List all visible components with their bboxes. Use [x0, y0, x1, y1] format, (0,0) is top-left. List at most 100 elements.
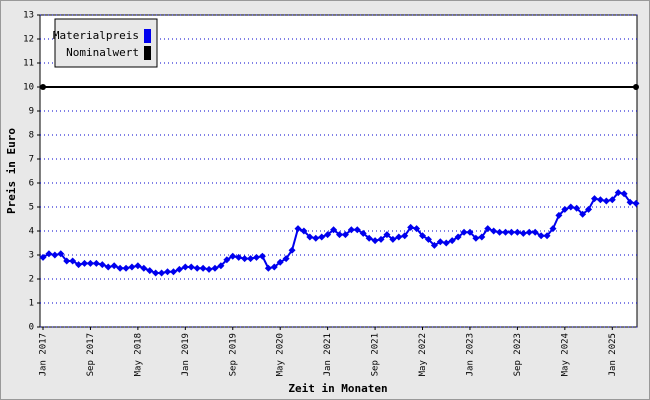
y-tick-label: 12 [23, 35, 34, 45]
point [507, 228, 515, 236]
y-tick-label: 6 [29, 179, 34, 189]
point [264, 264, 272, 272]
point [205, 265, 213, 273]
point [116, 264, 124, 272]
point [567, 203, 575, 211]
point [181, 263, 189, 271]
point [324, 231, 332, 239]
point [336, 231, 343, 239]
point [365, 234, 373, 242]
point [152, 269, 160, 277]
legend-label: Nominalwert [66, 46, 139, 59]
point [223, 256, 231, 264]
point [247, 255, 255, 263]
point [573, 204, 581, 212]
point [401, 232, 409, 240]
y-tick-label: 1 [29, 299, 34, 309]
point [276, 258, 284, 266]
point [86, 259, 94, 267]
x-tick-label: Jan 2021 [323, 333, 333, 376]
point [330, 226, 338, 234]
point [525, 228, 533, 236]
point [199, 264, 207, 272]
point [549, 225, 557, 233]
point [175, 265, 183, 273]
point [395, 233, 403, 241]
point [252, 253, 260, 261]
point [158, 269, 166, 277]
x-tick-label: May 2022 [418, 333, 428, 376]
point [270, 263, 278, 271]
point [69, 257, 77, 265]
point [241, 255, 249, 263]
point [519, 229, 527, 237]
point [258, 252, 266, 260]
legend-swatch [144, 46, 151, 60]
point [282, 255, 290, 263]
point [561, 205, 569, 213]
point [448, 237, 456, 245]
point [288, 246, 296, 254]
point [140, 264, 148, 272]
point [620, 190, 628, 198]
point [555, 211, 563, 219]
point [371, 237, 379, 245]
legend-label: Materialpreis [53, 29, 139, 42]
point [294, 225, 302, 233]
x-tick-label: May 2020 [276, 333, 286, 376]
point [81, 259, 89, 267]
y-tick-label: 11 [23, 59, 34, 69]
point [211, 264, 219, 272]
point [632, 199, 640, 207]
y-tick-label: 8 [29, 131, 34, 141]
x-tick-label: Jan 2023 [465, 333, 475, 376]
x-tick-label: May 2018 [133, 333, 143, 376]
point [389, 235, 397, 243]
point [596, 196, 604, 204]
point [496, 228, 504, 236]
x-axis-title: Zeit in Monaten [288, 382, 387, 395]
y-tick-label: 3 [29, 251, 34, 261]
point [626, 198, 634, 206]
point [347, 226, 355, 234]
point [472, 234, 480, 242]
point [430, 241, 438, 249]
point [146, 267, 154, 275]
point [353, 226, 361, 234]
point [537, 232, 545, 240]
point [359, 229, 367, 237]
x-tick-label: Sep 2023 [513, 333, 523, 376]
y-tick-label: 5 [29, 203, 34, 213]
x-tick-label: Jan 2017 [39, 333, 49, 376]
point [424, 235, 432, 243]
point [110, 262, 118, 270]
point [579, 210, 587, 218]
x-tick-label: Sep 2017 [86, 333, 96, 376]
point [442, 239, 450, 247]
point [614, 189, 622, 197]
point [490, 227, 498, 235]
point [57, 250, 65, 258]
point [543, 232, 551, 240]
y-tick-label: 2 [29, 275, 34, 285]
point [608, 196, 616, 204]
point [51, 251, 59, 259]
point [502, 228, 510, 236]
point [513, 228, 521, 236]
point [318, 233, 326, 241]
point [229, 252, 237, 260]
point [169, 268, 177, 276]
reference-marker [633, 84, 639, 90]
point [312, 234, 320, 242]
point [235, 253, 243, 261]
point [407, 223, 415, 231]
point [377, 235, 385, 243]
y-tick-label: 13 [23, 11, 34, 21]
point [75, 261, 83, 269]
x-tick-label: Jan 2025 [608, 333, 618, 376]
x-tick-label: Sep 2021 [371, 333, 381, 376]
y-tick-label: 4 [29, 227, 34, 237]
point [134, 262, 142, 270]
